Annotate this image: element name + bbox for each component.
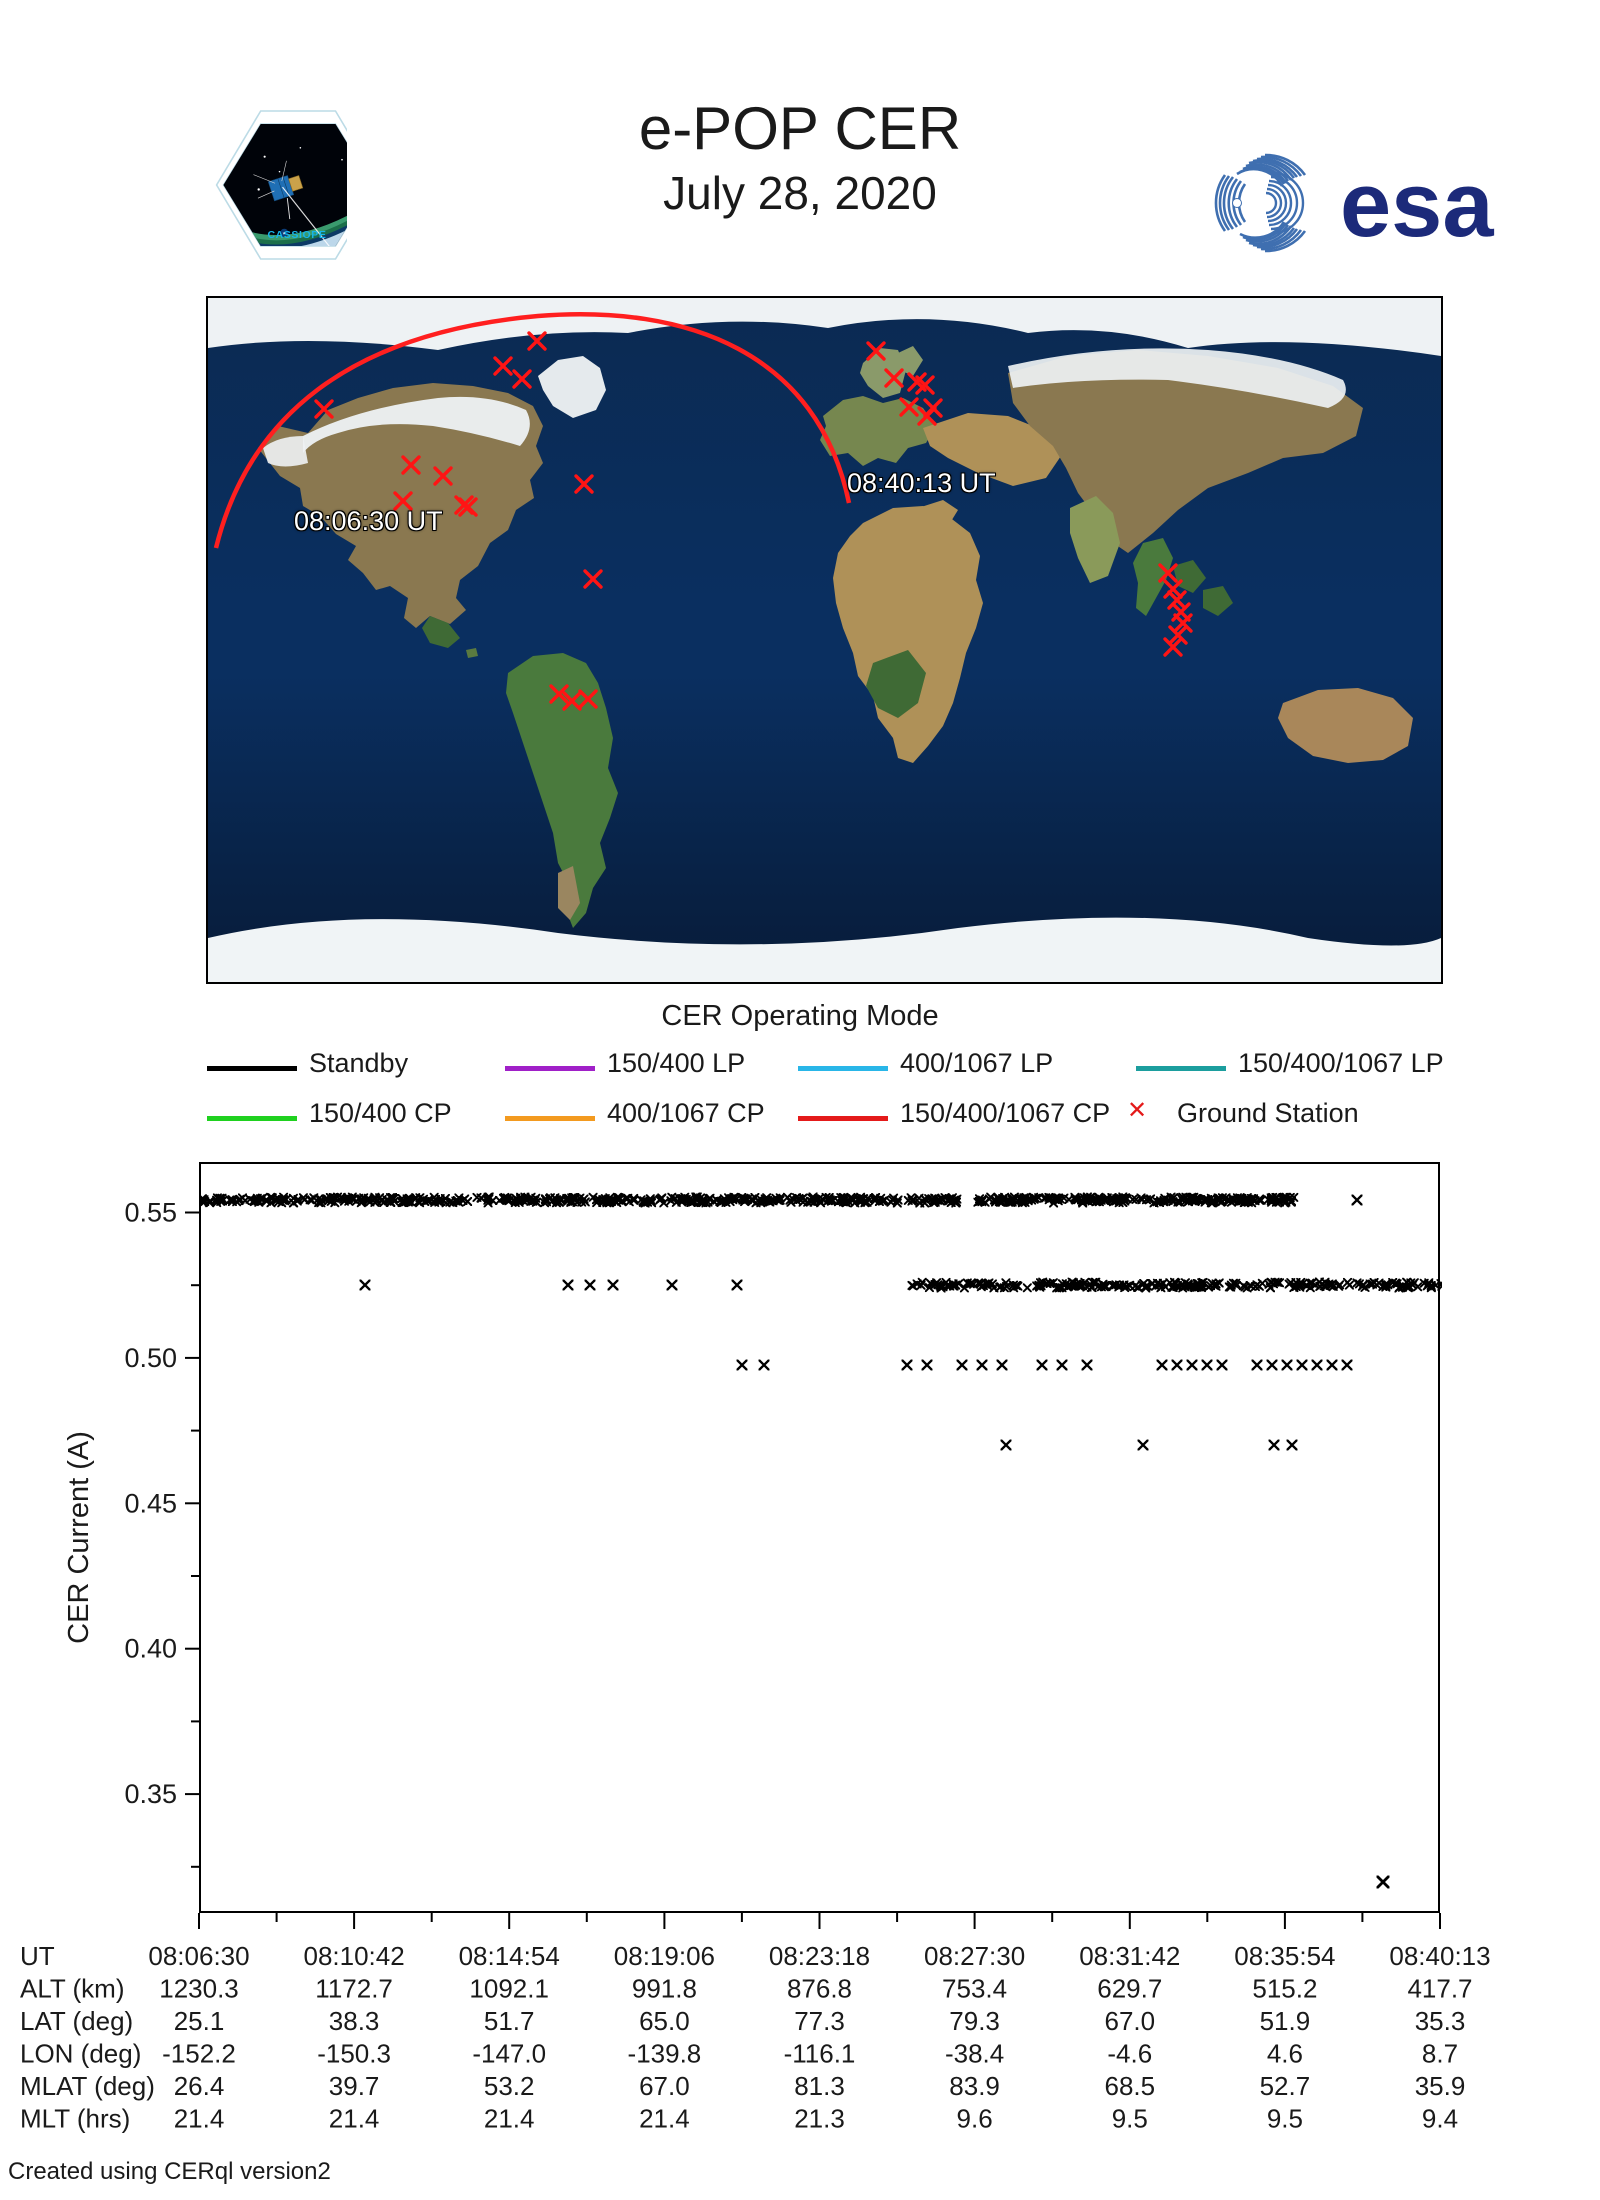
svg-text:21.3: 21.3 — [794, 2104, 845, 2134]
svg-text:9.5: 9.5 — [1112, 2104, 1148, 2134]
svg-text:-4.6: -4.6 — [1107, 2039, 1152, 2069]
svg-text:-150.3: -150.3 — [317, 2039, 391, 2069]
svg-text:51.9: 51.9 — [1260, 2006, 1311, 2036]
svg-text:8.7: 8.7 — [1422, 2039, 1458, 2069]
svg-text:-152.2: -152.2 — [162, 2039, 236, 2069]
svg-text:08:14:54: 08:14:54 — [459, 1941, 560, 1971]
svg-text:9.4: 9.4 — [1422, 2104, 1458, 2134]
svg-text:UT: UT — [20, 1941, 55, 1971]
svg-text:21.4: 21.4 — [329, 2104, 380, 2134]
svg-text:21.4: 21.4 — [639, 2104, 690, 2134]
svg-text:-116.1: -116.1 — [784, 2039, 856, 2069]
svg-text:65.0: 65.0 — [639, 2006, 690, 2036]
svg-text:515.2: 515.2 — [1252, 1974, 1317, 2004]
svg-text:81.3: 81.3 — [794, 2071, 845, 2101]
svg-text:52.7: 52.7 — [1260, 2071, 1311, 2101]
svg-text:-38.4: -38.4 — [945, 2039, 1004, 2069]
svg-text:ALT (km): ALT (km) — [20, 1974, 124, 2004]
svg-text:9.5: 9.5 — [1267, 2104, 1303, 2134]
svg-text:67.0: 67.0 — [1104, 2006, 1155, 2036]
svg-text:25.1: 25.1 — [174, 2006, 225, 2036]
svg-text:39.7: 39.7 — [329, 2071, 380, 2101]
svg-text:77.3: 77.3 — [794, 2006, 845, 2036]
svg-text:08:40:13: 08:40:13 — [1389, 1941, 1490, 1971]
svg-text:08:06:30: 08:06:30 — [148, 1941, 249, 1971]
svg-text:67.0: 67.0 — [639, 2071, 690, 2101]
svg-text:35.3: 35.3 — [1415, 2006, 1466, 2036]
svg-text:876.8: 876.8 — [787, 1974, 852, 2004]
svg-text:51.7: 51.7 — [484, 2006, 535, 2036]
svg-text:LAT (deg): LAT (deg) — [20, 2006, 133, 2036]
svg-text:21.4: 21.4 — [484, 2104, 535, 2134]
svg-text:417.7: 417.7 — [1407, 1974, 1472, 2004]
svg-text:08:27:30: 08:27:30 — [924, 1941, 1025, 1971]
svg-text:LON (deg): LON (deg) — [20, 2039, 141, 2069]
svg-text:1230.3: 1230.3 — [159, 1974, 239, 2004]
svg-text:08:10:42: 08:10:42 — [303, 1941, 404, 1971]
svg-text:35.9: 35.9 — [1415, 2071, 1466, 2101]
svg-text:1172.7: 1172.7 — [315, 1974, 393, 2004]
svg-text:08:23:18: 08:23:18 — [769, 1941, 870, 1971]
svg-text:21.4: 21.4 — [174, 2104, 225, 2134]
svg-text:-139.8: -139.8 — [628, 2039, 702, 2069]
svg-text:991.8: 991.8 — [632, 1974, 697, 2004]
svg-text:08:31:42: 08:31:42 — [1079, 1941, 1180, 1971]
svg-text:68.5: 68.5 — [1104, 2071, 1155, 2101]
svg-text:-147.0: -147.0 — [472, 2039, 546, 2069]
svg-text:08:19:06: 08:19:06 — [614, 1941, 715, 1971]
svg-text:1092.1: 1092.1 — [469, 1974, 549, 2004]
svg-text:08:35:54: 08:35:54 — [1234, 1941, 1335, 1971]
svg-text:26.4: 26.4 — [174, 2071, 225, 2101]
svg-text:MLAT (deg): MLAT (deg) — [20, 2071, 155, 2101]
svg-text:38.3: 38.3 — [329, 2006, 380, 2036]
svg-text:53.2: 53.2 — [484, 2071, 535, 2101]
svg-text:9.6: 9.6 — [957, 2104, 993, 2134]
svg-text:79.3: 79.3 — [949, 2006, 1000, 2036]
svg-text:753.4: 753.4 — [942, 1974, 1007, 2004]
svg-text:MLT (hrs): MLT (hrs) — [20, 2104, 130, 2134]
svg-text:83.9: 83.9 — [949, 2071, 1000, 2101]
svg-text:629.7: 629.7 — [1097, 1974, 1162, 2004]
svg-text:4.6: 4.6 — [1267, 2039, 1303, 2069]
